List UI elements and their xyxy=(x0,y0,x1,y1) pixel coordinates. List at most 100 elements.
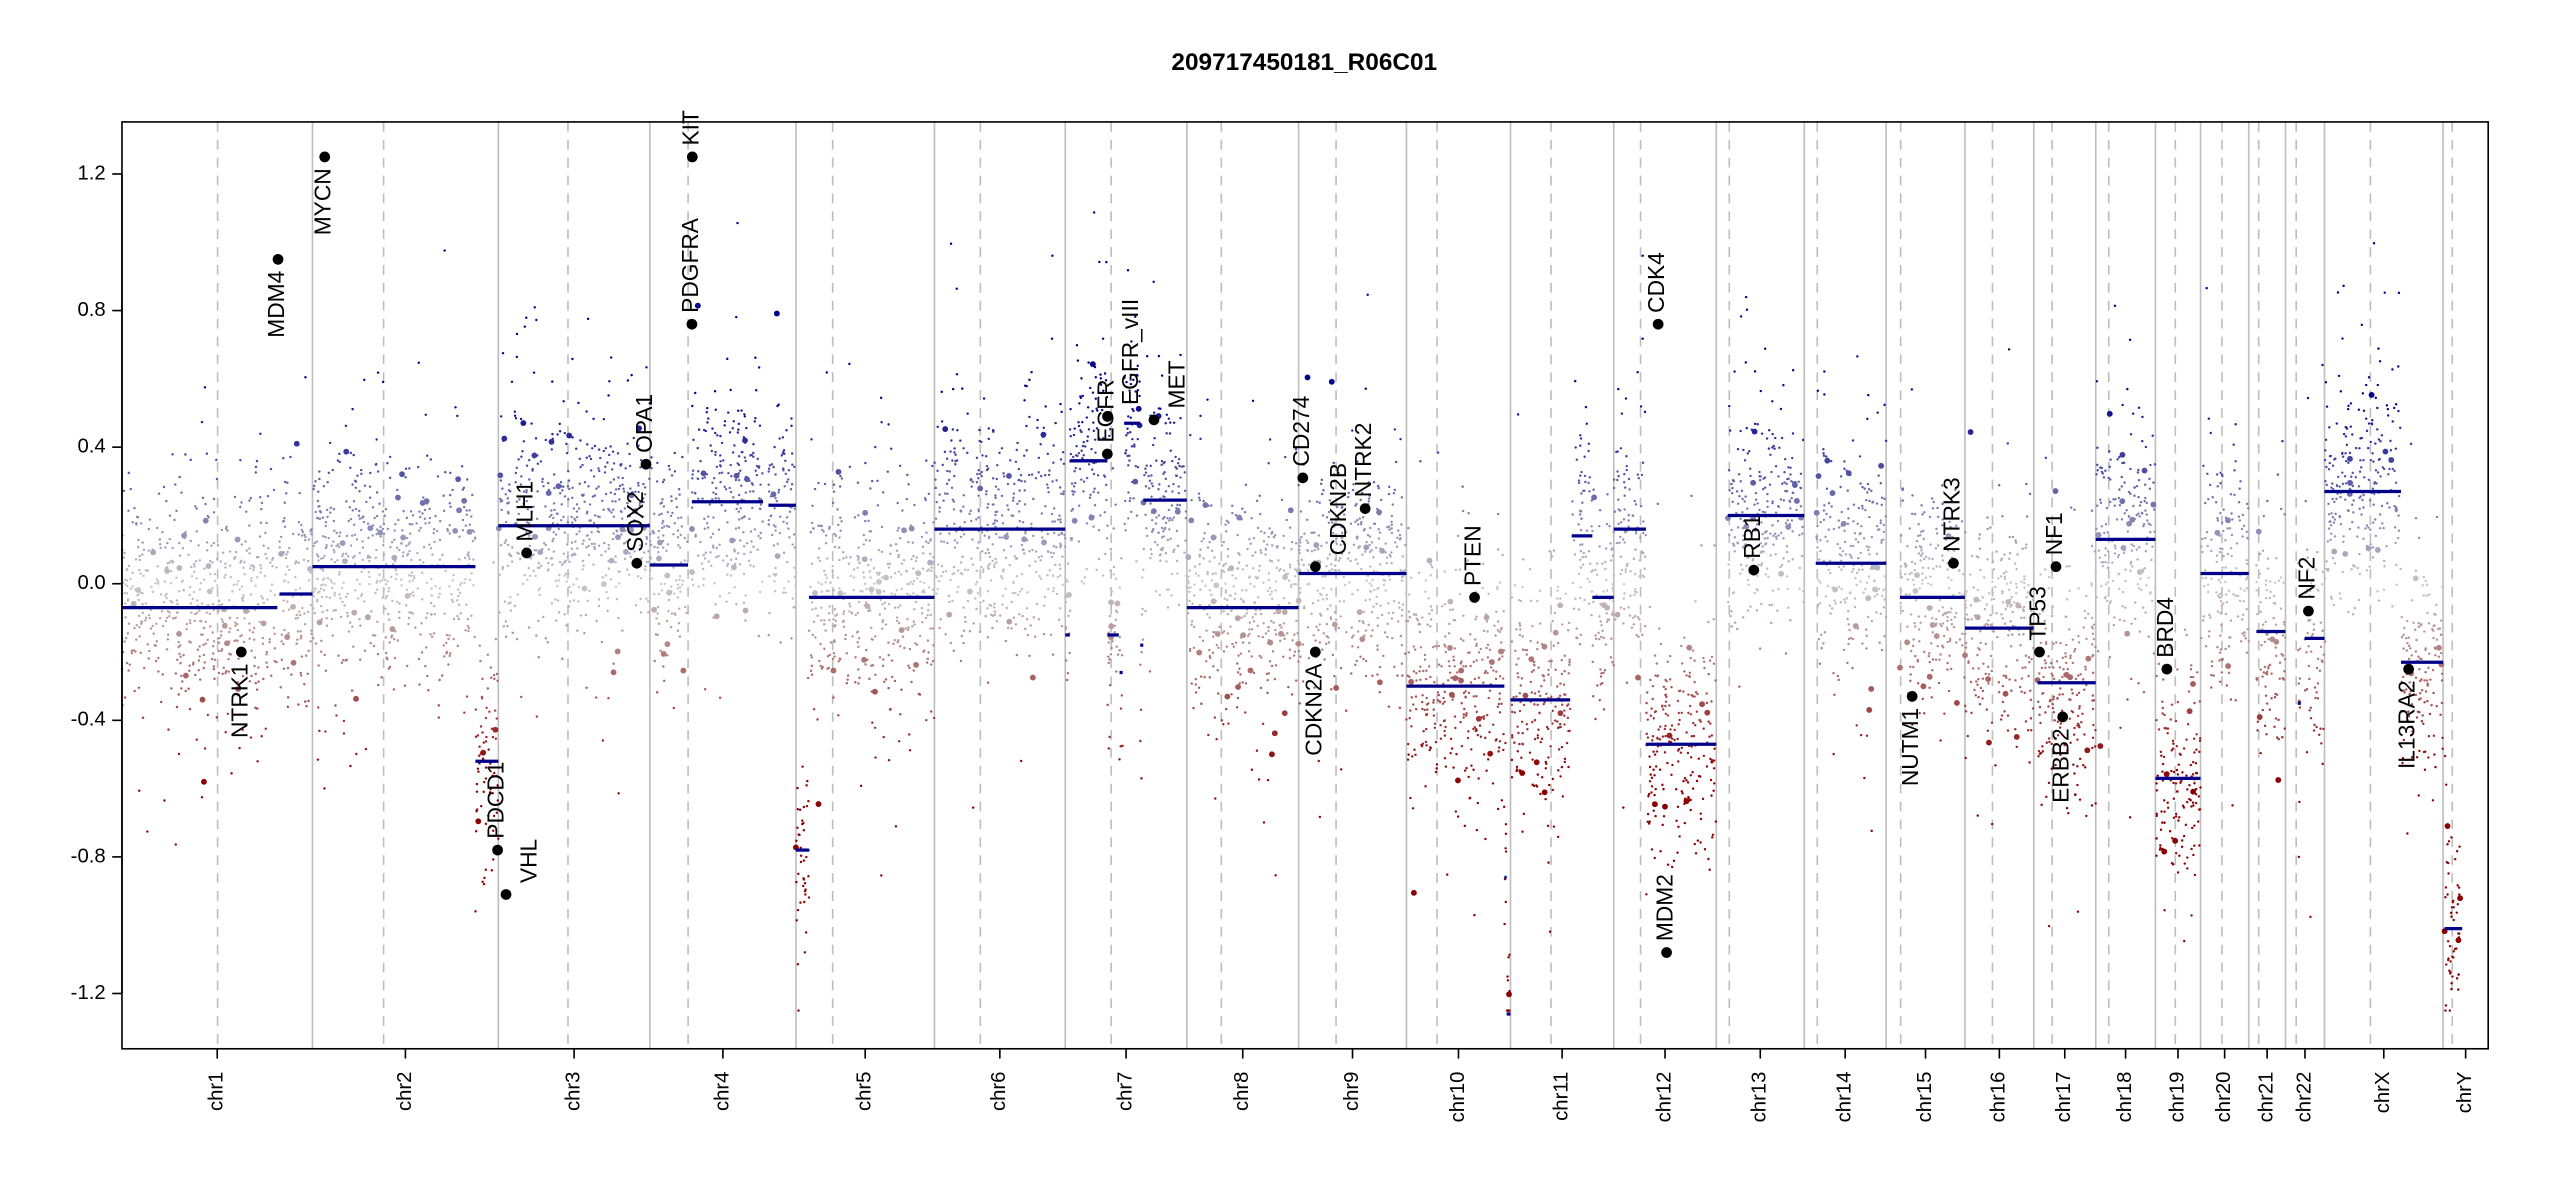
probe-point xyxy=(355,578,359,582)
probe-point xyxy=(657,536,660,539)
probe-point xyxy=(462,486,466,490)
probe-point xyxy=(1237,654,1240,657)
probe-point xyxy=(1337,626,1340,630)
probe-point xyxy=(833,545,837,549)
probe-point xyxy=(637,490,640,494)
probe-point xyxy=(1429,625,1432,628)
probe-point xyxy=(493,709,497,712)
probe-point xyxy=(1192,706,1195,710)
probe-point xyxy=(1001,576,1004,580)
probe-point xyxy=(1188,599,1191,603)
probe-point xyxy=(1072,433,1076,437)
probe-point xyxy=(1060,492,1063,495)
probe-point xyxy=(1202,557,1205,560)
probe-point xyxy=(1384,589,1387,592)
probe-point xyxy=(1479,647,1482,651)
probe-point xyxy=(655,617,658,620)
probe-point xyxy=(1567,621,1571,625)
probe-point xyxy=(1206,570,1209,574)
probe-point xyxy=(1272,621,1275,624)
probe-point xyxy=(337,654,340,657)
probe-point xyxy=(1057,618,1061,621)
probe-point xyxy=(759,536,762,540)
probe-point xyxy=(1014,623,1018,626)
probe-point xyxy=(1462,639,1465,642)
probe-point xyxy=(1236,696,1240,700)
probe-point xyxy=(1300,558,1303,562)
probe-point xyxy=(1548,550,1551,553)
probe-point xyxy=(346,592,349,595)
probe-point xyxy=(1239,652,1243,655)
probe-point xyxy=(954,463,957,466)
probe-point xyxy=(1469,681,1473,684)
probe-point xyxy=(857,645,860,649)
probe-point xyxy=(328,441,332,445)
probe-point xyxy=(861,556,868,563)
probe-point xyxy=(216,637,220,640)
probe-point xyxy=(577,585,581,589)
probe-point xyxy=(1204,660,1208,663)
probe-point xyxy=(646,600,650,603)
probe-point xyxy=(1410,889,1417,896)
probe-point xyxy=(1349,522,1353,525)
probe-point xyxy=(669,585,673,588)
probe-point xyxy=(343,604,346,607)
probe-point xyxy=(1361,516,1365,519)
probe-point xyxy=(798,808,802,811)
probe-point xyxy=(1502,805,1506,809)
probe-point xyxy=(976,546,979,550)
probe-point xyxy=(1083,445,1087,448)
probe-point xyxy=(639,466,642,469)
probe-point xyxy=(927,603,930,606)
probe-point xyxy=(1415,617,1419,620)
probe-point xyxy=(629,487,632,490)
probe-point xyxy=(1103,510,1106,514)
probe-point xyxy=(412,574,415,578)
probe-point xyxy=(1421,694,1424,697)
probe-point xyxy=(590,542,594,546)
probe-point xyxy=(1448,692,1452,696)
probe-point xyxy=(1400,643,1404,647)
probe-point xyxy=(329,511,332,514)
probe-point xyxy=(961,572,964,576)
probe-point xyxy=(182,589,186,592)
probe-point xyxy=(1040,512,1044,515)
probe-point xyxy=(1454,810,1458,813)
probe-point xyxy=(342,719,346,723)
probe-point xyxy=(1485,646,1488,650)
probe-point xyxy=(566,432,573,439)
probe-point xyxy=(352,453,355,457)
probe-point xyxy=(260,620,267,627)
probe-point xyxy=(489,762,492,765)
probe-point xyxy=(254,706,257,710)
probe-point xyxy=(1579,434,1582,437)
probe-point xyxy=(451,579,454,582)
probe-point xyxy=(872,688,878,695)
probe-point xyxy=(1320,478,1324,482)
probe-point xyxy=(532,371,536,374)
probe-point xyxy=(181,547,185,550)
probe-point xyxy=(833,640,836,644)
probe-point xyxy=(1327,510,1331,514)
probe-point xyxy=(1111,467,1115,470)
probe-point xyxy=(178,554,182,557)
probe-point xyxy=(1442,696,1445,700)
probe-point xyxy=(387,612,390,616)
probe-point xyxy=(1060,410,1063,414)
probe-point xyxy=(894,825,898,828)
probe-point xyxy=(1389,555,1393,558)
probe-point xyxy=(146,643,149,646)
probe-point xyxy=(1230,609,1233,613)
probe-point xyxy=(711,532,715,536)
probe-point xyxy=(1456,534,1460,538)
probe-point xyxy=(1061,583,1064,586)
probe-point xyxy=(1035,570,1038,574)
probe-point xyxy=(985,490,988,493)
probe-point xyxy=(1188,647,1192,651)
probe-point xyxy=(1218,562,1221,565)
probe-point xyxy=(1205,629,1208,632)
probe-point xyxy=(217,600,221,603)
probe-point xyxy=(1062,492,1065,496)
probe-point xyxy=(1036,418,1039,422)
probe-point xyxy=(594,696,598,699)
